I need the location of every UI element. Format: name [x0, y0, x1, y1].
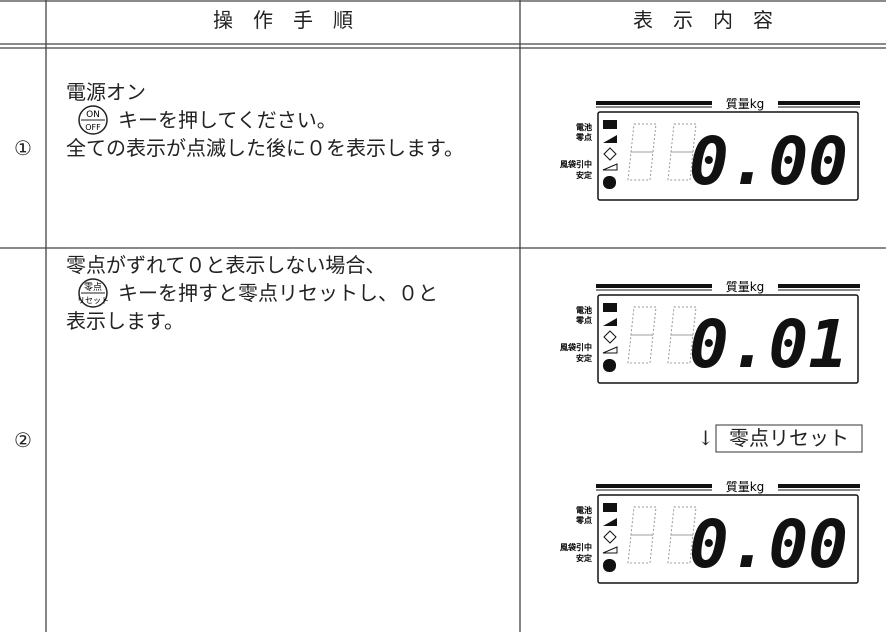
step-text: 電源オン [66, 80, 146, 104]
stable-icon [603, 559, 616, 572]
lcd-indicator: 安定 [576, 170, 592, 180]
tare-icon [602, 346, 618, 354]
lcd-indicator: 風袋引中 [560, 342, 592, 352]
ghost-digit [667, 123, 697, 181]
transition-arrow: ↓ [697, 426, 714, 450]
header-procedure: 操 作 手 順 [213, 8, 353, 32]
stable-icon [603, 176, 616, 189]
lcd-title-bg [712, 97, 778, 111]
ghost-digit [627, 506, 657, 564]
step-text: 表示します。 [66, 309, 184, 333]
ghost-digit [667, 306, 697, 364]
battery-icon [603, 303, 617, 312]
row-number: ① [14, 136, 32, 160]
lcd-title: 質量kg [726, 96, 765, 111]
step-text: 零点がずれて０と表示しない場合、 [66, 253, 385, 277]
lcd-indicator: 安定 [576, 553, 592, 563]
key-bottom: OFF [85, 123, 101, 132]
zero-icon [603, 318, 617, 326]
stable-icon [603, 359, 616, 372]
tare-icon [602, 163, 618, 171]
row-number: ② [14, 428, 32, 452]
center-icon [603, 330, 617, 344]
ghost-digit [667, 506, 697, 564]
tare-icon [602, 546, 618, 554]
lcd-reading: 0.00 [689, 506, 848, 583]
lcd-indicator: 零点 [575, 315, 592, 325]
lcd-indicator: 安定 [576, 353, 592, 363]
lcd-indicator: 電池 [576, 505, 592, 515]
key-top: ON [86, 110, 100, 120]
ghost-digit [627, 306, 657, 364]
lcd-title-bg [712, 480, 778, 494]
center-icon [603, 530, 617, 544]
lcd-indicator: 零点 [575, 515, 592, 525]
key-bottom: リセット [77, 296, 109, 305]
key-icon [78, 278, 108, 308]
key-icon [78, 105, 108, 135]
lcd-indicator: 電池 [576, 305, 592, 315]
key-top: 零点 [84, 282, 102, 293]
ghost-digit [627, 123, 657, 181]
lcd-frame [597, 294, 859, 384]
center-icon [603, 147, 617, 161]
lcd-indicator: 電池 [576, 122, 592, 132]
transition-label: 零点リセット [729, 426, 849, 450]
step-text: キーを押してください。 [118, 108, 337, 132]
lcd-indicator: 風袋引中 [560, 159, 592, 169]
lcd-indicator: 風袋引中 [560, 542, 592, 552]
lcd-reading: 0.01 [689, 306, 848, 383]
battery-icon [603, 503, 617, 512]
lcd-title: 質量kg [726, 279, 765, 294]
step-text: 全ての表示が点滅した後に０を表示します。 [66, 136, 464, 160]
lcd-title: 質量kg [726, 479, 765, 494]
battery-icon [603, 120, 617, 129]
lcd-reading: 0.00 [689, 123, 848, 200]
lcd-frame [597, 111, 859, 201]
lcd-indicator: 零点 [575, 132, 592, 142]
lcd-title-bg [712, 280, 778, 294]
header-display: 表 示 内 容 [633, 8, 773, 32]
step-text: キーを押すと零点リセットし、０と [118, 281, 438, 305]
zero-icon [603, 518, 617, 526]
transition-box [715, 424, 863, 453]
lcd-frame [597, 494, 859, 584]
zero-icon [603, 135, 617, 143]
